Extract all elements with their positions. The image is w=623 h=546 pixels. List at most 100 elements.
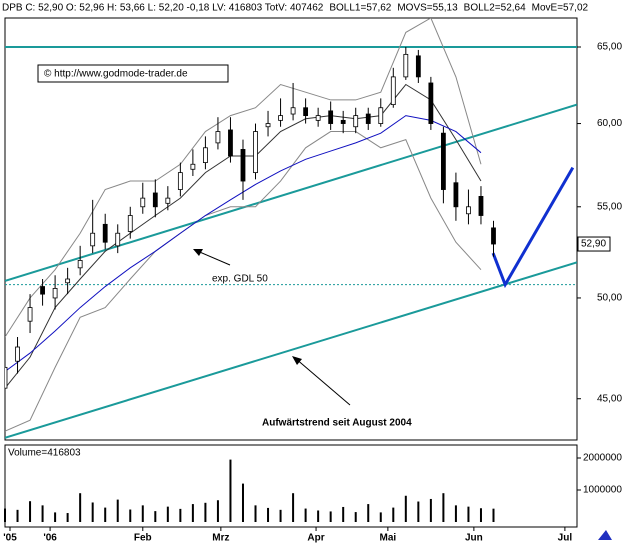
candle-body [390,76,396,106]
candle-body [90,232,96,247]
volume-bar [91,502,94,522]
volume-bar [16,509,19,522]
candle-body [378,107,384,124]
logo [598,530,612,540]
candle-body [428,82,434,124]
volume-bar [317,510,320,522]
candle-body [5,366,8,389]
volume-bar [191,504,194,522]
indicator-line [5,18,482,338]
volume-bar [4,508,6,522]
header: DPB C: 52,90 O: 52,96 H: 53,66 L: 52,20 … [2,3,589,14]
volume-bar [342,506,345,522]
candle-body [278,115,283,121]
volume-bar [129,509,132,522]
candle-body [303,107,309,117]
arrow [294,357,351,406]
header-text: DPB C: 52,90 O: 52,96 H: 53,66 L: 52,20 … [2,3,324,14]
candle-body [353,115,359,128]
candle-body [115,232,121,247]
volume-panel [4,444,578,528]
candle-body [52,288,58,299]
volume-bar [267,507,270,522]
candle-body [478,196,484,216]
candle-body [40,286,45,295]
candle-body [228,129,233,157]
volume-bar [354,512,357,522]
volume-bar [454,505,457,522]
candle-body [491,227,496,245]
price-plot [5,18,577,439]
volume-bar [329,511,332,522]
candle-body [253,131,258,174]
y-tick-label: 45,00 [597,393,622,404]
volume-bar [442,493,445,522]
volume-bar [304,508,307,522]
annotation: exp. GDL 50 [212,274,268,285]
x-tick-label: Feb [134,533,152,544]
y-tick-label: 55,00 [597,201,622,212]
candle-body [102,223,108,243]
candle-body [215,131,221,144]
candle-body [77,260,83,269]
legend-entry: BOLL2=52,64 [464,3,526,14]
candle-body [365,113,371,124]
volume-bar [429,498,432,522]
candle-body [315,115,321,121]
volume-bar [392,507,395,522]
y-tick-label: 50,00 [597,293,622,304]
candle-body [403,53,409,78]
volume-bar [204,502,207,522]
candle-body [177,172,183,190]
annotation: Aufwärtstrend seit August 2004 [262,418,412,429]
candle-body [328,110,334,124]
x-tick-label: Jun [465,533,483,544]
volume-bar [367,504,370,522]
volume-bar [467,506,470,522]
volume-bar [116,499,119,522]
volume-bar [179,508,182,522]
volume-bar [479,508,482,522]
candle-body [165,197,171,204]
volume-bar [154,511,157,522]
trendline [491,166,575,289]
volume-bar [41,505,44,522]
candle-body [127,215,133,232]
x-tick-label: '05 [3,533,17,544]
x-tick-label: '06 [43,533,57,544]
volume-bar [141,505,144,522]
x-tick-label: Mai [380,533,397,544]
arrow-head [193,249,203,256]
volume-bar [279,509,282,522]
volume-bar [29,501,32,522]
copyright-box [37,64,229,83]
volume-bar [229,459,232,522]
trendline [5,103,577,282]
volume-bar [254,505,257,522]
legend-entry: MOVS=55,13 [397,3,458,14]
volume-bar [417,501,420,522]
annotations: © http://www.godmode-trader.de exp. GDL 5… [37,64,412,429]
volume-bar [379,512,382,522]
volume-bar [292,493,295,522]
candle-body [340,119,346,124]
volume-bar [54,512,57,522]
x-tick-label: Jul [558,533,573,544]
volume-bar [79,493,82,522]
x-tick-label: Apr [307,533,324,544]
legend-entry: BOLL1=57,62 [329,3,391,14]
candle-body [190,163,196,170]
volume-bar [104,507,107,522]
price-tag-label: 52,90 [581,239,606,250]
candle-body [65,278,71,284]
trendline [5,261,577,439]
volume-title: Volume=416803 [8,448,81,459]
candle-body [240,149,246,182]
volume-bar [216,500,219,522]
volume-bar [66,513,69,522]
price-panel [4,17,578,441]
volume-bar [166,506,169,522]
y-tick-label: 60,00 [597,118,622,129]
legend-entry: MovE=57,02 [532,3,589,14]
